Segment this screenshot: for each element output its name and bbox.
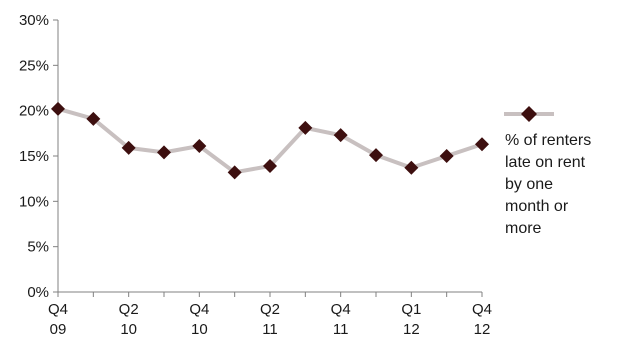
data-point (121, 140, 136, 155)
x-tick-label-year: 09 (50, 321, 67, 338)
legend-label-line: month or (505, 198, 569, 215)
axes (57, 20, 482, 293)
x-tick-label-quarter: Q4 (48, 301, 68, 318)
legend-label-line: more (505, 220, 542, 237)
x-tick-label-year: 10 (120, 321, 137, 338)
x-tick-label-quarter: Q4 (189, 301, 209, 318)
data-point (51, 101, 65, 116)
legend-label-line: late on rent (505, 154, 586, 171)
y-tick-label: 15% (19, 148, 49, 165)
x-tick-label-year: 11 (262, 321, 278, 338)
x-tick-label-quarter: Q1 (401, 301, 421, 318)
data-point (227, 165, 242, 180)
y-tick-label: 0% (27, 284, 49, 301)
y-tick-label: 25% (19, 57, 49, 74)
x-tick-label-quarter: Q4 (472, 301, 492, 318)
x-tick-label-quarter: Q2 (260, 301, 280, 318)
x-tick-label-year: 12 (474, 321, 491, 338)
y-tick-label: 30% (19, 12, 49, 29)
x-tick-label-year: 12 (403, 321, 420, 338)
legend-label-line: % of renters (505, 132, 591, 149)
data-point (475, 137, 489, 152)
data-point (263, 158, 277, 173)
legend-label-line: by one (505, 176, 553, 193)
y-tick-label: 20% (19, 103, 49, 120)
x-tick-label-year: 10 (191, 321, 208, 338)
data-point (404, 160, 419, 175)
y-axis-ticks: 0% 5% 10% 15% 20% 25% 30% (19, 12, 58, 301)
data-point (333, 128, 348, 143)
data-point (439, 149, 454, 163)
data-point (157, 145, 171, 160)
y-tick-label: 10% (19, 193, 49, 210)
x-tick-label-quarter: Q2 (119, 301, 139, 318)
data-point (298, 120, 313, 135)
series-layer (51, 101, 489, 180)
data-point (192, 139, 207, 154)
x-tick-label-quarter: Q4 (331, 301, 351, 318)
x-tick-label-year: 11 (333, 321, 349, 338)
data-point (86, 111, 101, 126)
legend: % of renters late on rent by one month or mo… (504, 106, 591, 237)
data-point (369, 148, 383, 163)
y-tick-label: 5% (27, 239, 49, 256)
legend-marker (521, 106, 537, 122)
